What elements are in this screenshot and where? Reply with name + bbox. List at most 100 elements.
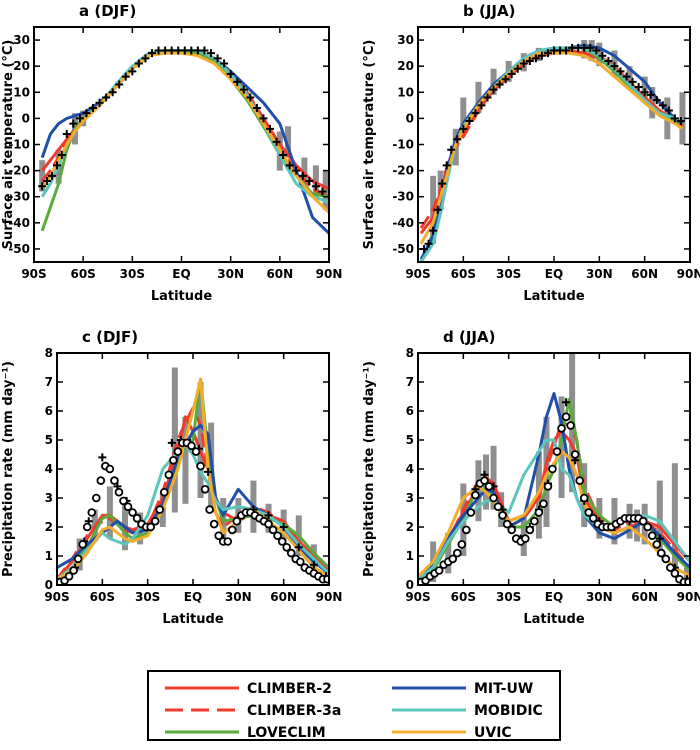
observation-plus-marker bbox=[453, 135, 462, 144]
panel-b-jja-temperature: 90S 60S 30S EQ 30N 60N 90N -50 -40 -30 -20 -10 0 10 20… bbox=[362, 2, 700, 304]
observation-circle-marker bbox=[196, 461, 205, 471]
y-tick-label: 8 bbox=[406, 346, 414, 360]
observation-plus-marker bbox=[121, 72, 130, 81]
observation-plus-marker bbox=[598, 51, 607, 60]
observation-circle-marker bbox=[457, 540, 467, 549]
observation-circle-marker bbox=[489, 493, 498, 503]
observation-range-bar bbox=[39, 160, 46, 192]
observation-plus-marker bbox=[252, 103, 261, 112]
legend-label: UVIC bbox=[474, 725, 512, 741]
observation-plus-marker bbox=[562, 46, 571, 55]
legend-label: CLIMBER-2 bbox=[247, 681, 332, 697]
observation-range-bar bbox=[671, 463, 678, 568]
legend-box bbox=[147, 670, 561, 741]
observation-plus-marker bbox=[233, 77, 242, 86]
observation-circle-marker bbox=[200, 484, 210, 494]
y-tick-label: 7 bbox=[406, 375, 414, 389]
y-tick-label: 0 bbox=[406, 111, 414, 125]
observation-circle-marker bbox=[588, 513, 598, 523]
observation-plus-marker bbox=[483, 93, 492, 102]
observation-plus-marker bbox=[676, 117, 685, 125]
series-line-uvic bbox=[419, 51, 684, 245]
x-axis-label: Latitude bbox=[162, 612, 224, 627]
observation-plus-marker bbox=[459, 124, 468, 133]
observation-circle-marker bbox=[155, 505, 165, 514]
y-axis-label: Surface air temperature (°C) bbox=[362, 40, 377, 250]
observation-plus-marker bbox=[543, 49, 552, 58]
y-axis-label: Precipitation rate (mm day⁻¹) bbox=[362, 361, 377, 577]
observation-circle-marker bbox=[114, 487, 124, 497]
observation-plus-marker bbox=[148, 49, 156, 58]
observation-circle-marker bbox=[159, 487, 169, 497]
observation-plus-marker bbox=[95, 98, 104, 107]
panel-d-jja-precipitation: 90S 60S 30S EQ 30N 60N 90N 0 1 2 3 4 5 6 7 8 Latitude Pre… bbox=[362, 328, 700, 627]
y-tick-label: 1 bbox=[406, 549, 414, 563]
x-tick-label: 90S bbox=[21, 267, 46, 281]
observation-circle-marker bbox=[570, 450, 580, 459]
observation-circle-marker bbox=[462, 525, 471, 535]
series-line-climber-3a bbox=[419, 46, 684, 229]
observation-plus-marker bbox=[200, 46, 209, 55]
observation-plus-marker bbox=[98, 453, 107, 462]
y-tick-label: 1 bbox=[45, 549, 53, 563]
observation-circle-marker bbox=[119, 496, 128, 506]
x-tick-label: 30N bbox=[586, 267, 613, 281]
y-tick-label: -50 bbox=[392, 242, 414, 256]
observation-circle-marker bbox=[268, 525, 278, 535]
x-tick-label: 60S bbox=[451, 590, 476, 604]
observation-circle-marker bbox=[87, 508, 97, 517]
y-tick-label: 30 bbox=[397, 33, 414, 47]
x-tick-label: 90N bbox=[316, 590, 343, 604]
legend: CLIMBER-2 CLIMBER-3a LOVECLIM MIT-UW MOBIDIC… bbox=[147, 670, 561, 741]
observation-plus-marker bbox=[447, 145, 456, 154]
y-tick-label: 0 bbox=[45, 578, 53, 592]
observation-circle-marker bbox=[543, 482, 553, 491]
observation-plus-marker bbox=[610, 62, 619, 71]
observation-plus-marker bbox=[69, 119, 78, 128]
x-tick-label: 90S bbox=[44, 590, 69, 604]
observation-plus-marker bbox=[628, 77, 637, 86]
x-tick-label: 30N bbox=[225, 590, 252, 604]
observation-circle-marker bbox=[146, 522, 155, 532]
observation-circle-marker bbox=[434, 566, 444, 575]
observation-plus-marker bbox=[38, 182, 47, 191]
observation-range-bar bbox=[171, 367, 178, 513]
observation-circle-marker bbox=[666, 563, 675, 572]
y-tick-label: 7 bbox=[45, 375, 53, 389]
observation-plus-marker bbox=[57, 150, 66, 159]
y-tick-label: -20 bbox=[8, 164, 30, 178]
y-tick-label: 3 bbox=[406, 491, 414, 505]
observation-plus-marker bbox=[622, 72, 631, 81]
x-tick-label: 60N bbox=[631, 267, 658, 281]
observation-circle-marker bbox=[232, 516, 242, 526]
observation-circle-marker bbox=[548, 464, 557, 474]
observation-plus-marker bbox=[48, 171, 57, 180]
plot-area bbox=[57, 367, 329, 585]
observation-plus-marker bbox=[646, 90, 655, 99]
x-tick-label: 30S bbox=[135, 590, 160, 604]
observation-circle-marker bbox=[214, 531, 223, 540]
y-tick-label: 2 bbox=[406, 520, 414, 534]
y-tick-label: 0 bbox=[22, 111, 30, 125]
observation-circle-marker bbox=[91, 493, 101, 503]
observation-circle-marker bbox=[295, 557, 305, 567]
observation-plus-marker bbox=[670, 114, 679, 123]
observation-circle-marker bbox=[452, 548, 462, 558]
plot-frame bbox=[33, 26, 330, 263]
observation-plus-marker bbox=[204, 467, 213, 476]
observation-plus-marker bbox=[309, 560, 318, 569]
observation-plus-marker bbox=[207, 49, 215, 58]
observation-plus-marker bbox=[513, 64, 522, 73]
y-tick-label: 6 bbox=[45, 404, 53, 418]
plot-area bbox=[38, 46, 329, 235]
observation-plus-marker bbox=[531, 54, 540, 63]
observation-circle-marker bbox=[579, 493, 589, 503]
observation-circle-marker bbox=[169, 455, 178, 465]
observation-plus-marker bbox=[239, 85, 248, 94]
observation-circle-marker bbox=[282, 542, 291, 552]
observation-circle-marker bbox=[164, 470, 174, 480]
observation-plus-marker bbox=[311, 182, 320, 191]
observation-circle-marker bbox=[561, 412, 571, 422]
y-axis-label: Surface air temperature (°C) bbox=[1, 40, 16, 250]
observation-plus-marker bbox=[655, 534, 664, 543]
